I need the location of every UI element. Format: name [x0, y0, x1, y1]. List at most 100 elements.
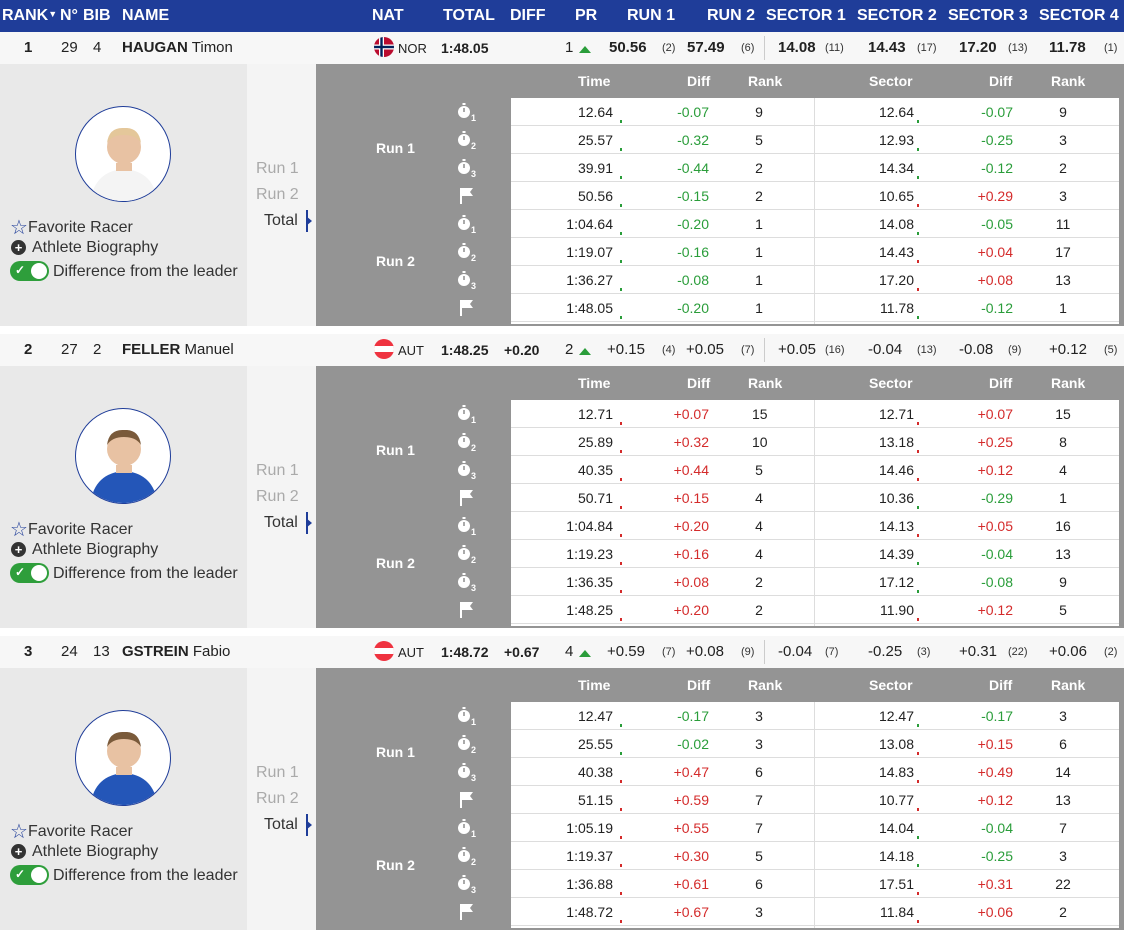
- split-1-stopwatch-icon: 1: [458, 517, 476, 537]
- split-marker: 3: [456, 459, 478, 481]
- run-selector-total[interactable]: Total: [264, 514, 298, 531]
- sector-diff: +0.12: [977, 462, 1013, 478]
- split-row: 12.47 -0.17 3 12.47 -0.17 3: [511, 702, 1119, 730]
- split-time: 1:19.23: [566, 546, 613, 562]
- diff-indicator: [620, 534, 622, 537]
- split-marker: 1: [456, 101, 478, 123]
- racer-run1: +0.59: [607, 643, 645, 660]
- athlete-biography-option[interactable]: + Athlete Biography: [10, 541, 158, 559]
- split-row: 25.55 -0.02 3 13.08 +0.15 6: [511, 730, 1119, 758]
- run-selector-total[interactable]: Total: [264, 212, 298, 229]
- sector-rank: 2: [1059, 904, 1067, 920]
- split-rank: 2: [755, 602, 763, 618]
- racer-rank: 1: [24, 39, 33, 56]
- racer-name[interactable]: GSTREIN Fabio: [122, 643, 230, 660]
- difference-toggle[interactable]: ✓: [10, 261, 49, 281]
- racer-summary-row[interactable]: 3 24 13 GSTREIN Fabio AUT 1:48.72 +0.67 4 +0.59 (…: [0, 636, 1124, 668]
- split-1-stopwatch-icon: 1: [458, 103, 476, 123]
- split-diff: +0.16: [673, 546, 709, 562]
- split-rank: 5: [755, 132, 763, 148]
- split-time: 1:48.72: [566, 904, 613, 920]
- header-rank[interactable]: RANK▼: [2, 7, 58, 24]
- racer-name[interactable]: HAUGAN Timon: [122, 39, 233, 56]
- plus-circle-icon[interactable]: +: [11, 240, 26, 255]
- split-1-stopwatch-icon: 1: [458, 707, 476, 727]
- racer-run2-rank: (9): [741, 646, 755, 658]
- col-sector: Sector: [869, 73, 913, 89]
- run-selector-run1[interactable]: Run 1: [256, 160, 299, 177]
- split-marker: 1: [456, 213, 478, 235]
- racer-sector3: 17.20: [959, 39, 997, 56]
- run-selector-run2[interactable]: Run 2: [256, 790, 299, 807]
- split-time: 25.89: [577, 434, 613, 450]
- run-selector-run1[interactable]: Run 1: [256, 462, 299, 479]
- split-rank: 1: [755, 216, 763, 232]
- star-icon[interactable]: ☆: [10, 519, 28, 541]
- plus-circle-icon[interactable]: +: [11, 844, 26, 859]
- svg-text:3: 3: [471, 583, 476, 593]
- sector-rank: 16: [1055, 518, 1071, 534]
- run-selector-run2[interactable]: Run 2: [256, 186, 299, 203]
- split-diff: -0.15: [677, 188, 709, 204]
- sector-diff: +0.49: [977, 764, 1013, 780]
- split-diff: -0.32: [677, 132, 709, 148]
- toggle-knob: [31, 867, 47, 883]
- table-divider: [814, 702, 815, 928]
- difference-toggle[interactable]: ✓: [10, 563, 49, 583]
- athlete-biography-option[interactable]: + Athlete Biography: [10, 843, 158, 861]
- athlete-photo: [90, 127, 158, 201]
- star-icon[interactable]: ☆: [10, 217, 28, 239]
- athlete-biography-option[interactable]: + Athlete Biography: [10, 239, 158, 257]
- diff-indicator: [620, 232, 622, 235]
- split-rank: 9: [755, 104, 763, 120]
- plus-circle-icon[interactable]: +: [11, 542, 26, 557]
- favorite-racer-option[interactable]: ☆Favorite Racer: [10, 215, 133, 240]
- run-selector-total[interactable]: Total: [264, 816, 298, 833]
- sector-time: 10.77: [878, 792, 914, 808]
- split-row: 39.91 -0.44 2 14.34 -0.12 2: [511, 154, 1119, 182]
- sector-diff-indicator: [917, 176, 919, 179]
- split-marker: 1: [456, 705, 478, 727]
- diff-indicator: [620, 316, 622, 319]
- run-selector-run2[interactable]: Run 2: [256, 488, 299, 505]
- splits-table: 12.47 -0.17 3 12.47 -0.17 3 25.55 -0.02 3 13.08 +0…: [511, 702, 1119, 928]
- racer-sector1: +0.05: [778, 341, 816, 358]
- sector-diff: +0.06: [977, 904, 1013, 920]
- racer-summary-row[interactable]: 1 29 4 HAUGAN Timon NOR 1:48.05 1 50.56 (2) 57.49…: [0, 32, 1124, 64]
- header-sector4: SECTOR 4: [1039, 7, 1119, 24]
- favorite-racer-option[interactable]: ☆Favorite Racer: [10, 517, 133, 542]
- split-time: 25.57: [577, 132, 613, 148]
- sector-diff-indicator: [917, 422, 919, 425]
- racer-nat: AUT: [398, 343, 424, 358]
- split-marker: 1: [456, 817, 478, 839]
- sector-diff: +0.04: [977, 244, 1013, 260]
- racer-sector2-rank: (17): [917, 42, 937, 54]
- favorite-racer-option[interactable]: ☆Favorite Racer: [10, 819, 133, 844]
- split-time: 1:36.88: [566, 876, 613, 892]
- split-row: 1:19.23 +0.16 4 14.39 -0.04 13: [511, 540, 1119, 568]
- sort-arrow-icon[interactable]: ▼: [48, 9, 58, 19]
- racer-summary-row[interactable]: 2 27 2 FELLER Manuel AUT 1:48.25 +0.20 2 +0.15 (4…: [0, 334, 1124, 366]
- sector-diff-indicator: [917, 920, 919, 923]
- run-selector-run1[interactable]: Run 1: [256, 764, 299, 781]
- row-divider: [764, 338, 765, 362]
- col-sector-rank: Rank: [1051, 677, 1086, 693]
- racer-name[interactable]: FELLER Manuel: [122, 341, 234, 358]
- racer-bib: 4: [93, 39, 102, 56]
- split-row: 1:48.72 +0.67 3 11.84 +0.06 2: [511, 898, 1119, 926]
- star-icon[interactable]: ☆: [10, 821, 28, 843]
- row-divider: [764, 36, 765, 60]
- row-divider: [764, 640, 765, 664]
- sector-time: 14.34: [878, 160, 914, 176]
- splits-run1-label: Run 1: [376, 442, 415, 458]
- split-diff: -0.16: [677, 244, 709, 260]
- sector-diff-indicator: [917, 808, 919, 811]
- diff-indicator: [620, 288, 622, 291]
- svg-text:1: 1: [471, 225, 476, 235]
- sector-diff: -0.07: [981, 104, 1013, 120]
- difference-toggle[interactable]: ✓: [10, 865, 49, 885]
- sector-time: 13.18: [878, 434, 914, 450]
- svg-text:2: 2: [471, 253, 476, 263]
- split-1-stopwatch-icon: 1: [458, 819, 476, 839]
- header-pr: PR: [575, 7, 598, 24]
